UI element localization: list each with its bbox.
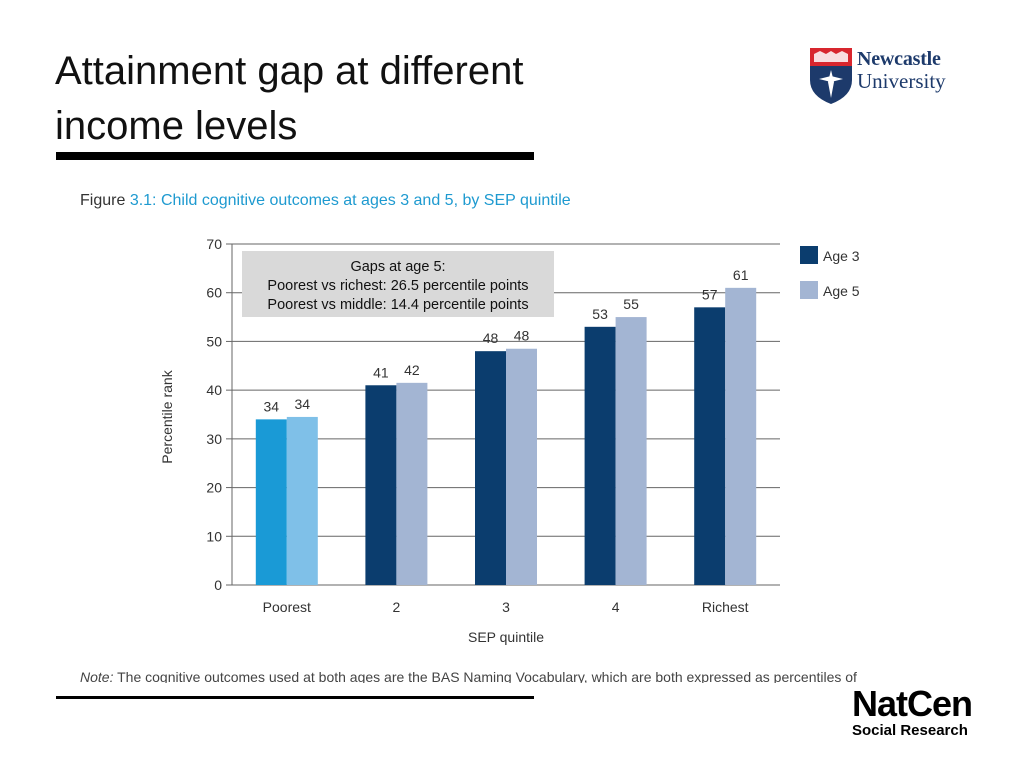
- annotation-box: Gaps at age 5: Poorest vs richest: 26.5 …: [242, 251, 554, 317]
- figure-caption-text: 3.1: Child cognitive outcomes at ages 3 …: [129, 192, 571, 209]
- bar-age-3: [694, 307, 726, 585]
- annotation-line-3: Poorest vs middle: 14.4 percentile point…: [267, 297, 528, 313]
- bottom-divider: [56, 696, 534, 699]
- bar-age-5: [506, 348, 537, 585]
- annotation-line-2: Poorest vs richest: 26.5 percentile poin…: [267, 278, 528, 294]
- bar-age-3: [255, 419, 287, 585]
- chart-grid: 0 10 20 30 40 50 60 70: [206, 236, 780, 593]
- bar-age-3: [365, 385, 397, 585]
- bar-value-label: 48: [514, 328, 530, 344]
- x-tick-label: 3: [502, 599, 510, 615]
- university-shield-icon: [810, 48, 852, 104]
- chart-legend: Age 3 Age 5: [800, 246, 860, 299]
- y-tick-label: 10: [206, 528, 222, 544]
- bar-age-5: [286, 416, 318, 585]
- natcen-logo: NatCen Social Research: [852, 686, 992, 739]
- slide-title-line-1: Attainment gap at different: [55, 49, 524, 93]
- bar-age-5: [396, 382, 428, 585]
- legend-swatch: [800, 281, 818, 299]
- y-tick-label: 30: [206, 431, 222, 447]
- legend-label: Age 3: [823, 248, 860, 264]
- note-prefix: Note:: [80, 669, 114, 683]
- y-tick-label: 20: [206, 480, 222, 496]
- annotation-box-background: [242, 251, 554, 317]
- chart-labels: 34 34 Poorest 41 42 2 48 48 3 53 55 4 57 61 Richest: [263, 267, 749, 615]
- university-wordmark: Newcastle University: [857, 48, 946, 92]
- y-tick-label: 70: [206, 236, 222, 252]
- bar-value-label: 42: [404, 362, 420, 378]
- annotation-line-1: Gaps at age 5:: [350, 259, 445, 275]
- bar-age-3: [584, 326, 616, 585]
- slide-title-line-2: income levels: [55, 104, 298, 148]
- y-tick-label: 60: [206, 285, 222, 301]
- university-name-line-2: University: [857, 69, 946, 93]
- figure-note: Note: The cognitive outcomes used at bot…: [80, 666, 960, 683]
- bar-value-label: 53: [592, 306, 608, 322]
- y-tick-label: 40: [206, 382, 222, 398]
- x-axis-title: SEP quintile: [468, 629, 544, 645]
- bar-age-5: [725, 287, 757, 585]
- natcen-subtitle: Social Research: [852, 722, 968, 739]
- bar-value-label: 57: [702, 286, 718, 302]
- x-tick-label: 4: [612, 599, 620, 615]
- x-tick-label: Richest: [702, 599, 749, 615]
- bar-age-3: [475, 351, 506, 585]
- bar-value-label: 55: [623, 296, 639, 312]
- chart-bars: [255, 287, 757, 585]
- y-tick-label: 50: [206, 333, 222, 349]
- bar-value-label: 34: [264, 398, 280, 414]
- bar-value-label: 48: [483, 330, 499, 346]
- bar-value-label: 61: [733, 267, 749, 283]
- bar-value-label: 41: [373, 364, 389, 380]
- figure-caption: Figure 3.1: Child cognitive outcomes at …: [80, 192, 571, 210]
- natcen-wordmark: NatCen: [852, 683, 973, 724]
- title-underline: [56, 152, 534, 160]
- bar-value-label: 34: [295, 396, 311, 412]
- slide-title: Attainment gap at different income level…: [55, 44, 655, 154]
- university-name-line-1: Newcastle: [857, 48, 941, 70]
- x-tick-label: 2: [393, 599, 401, 615]
- note-text: The cognitive outcomes used at both ages…: [117, 669, 857, 683]
- legend-swatch: [800, 246, 818, 264]
- y-axis-title: Percentile rank: [159, 369, 175, 463]
- newcastle-university-logo: Newcastle University: [810, 48, 975, 106]
- figure-label: Figure: [80, 192, 126, 209]
- y-tick-label: 0: [214, 577, 222, 593]
- x-tick-label: Poorest: [263, 599, 311, 615]
- legend-label: Age 5: [823, 283, 860, 299]
- bar-age-5: [615, 317, 647, 585]
